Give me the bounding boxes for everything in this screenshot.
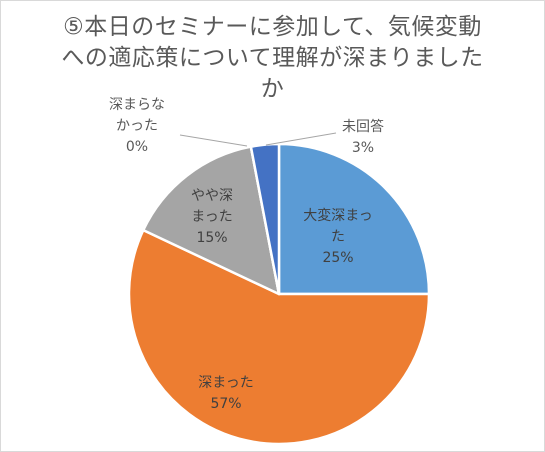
data-label-text: かった — [116, 118, 158, 134]
chart-title: ⑤本日のセミナーに参加して、気候変動への適応策について理解が深まりましたか — [61, 14, 484, 102]
leader-line-4 — [179, 134, 248, 147]
data-label-3: やや深まった 15% — [191, 188, 233, 246]
data-label-text: た — [331, 229, 345, 245]
data-label-percent: 3% — [352, 140, 374, 156]
data-label-text: まった — [191, 209, 232, 225]
pie-slice-3 — [142, 145, 281, 296]
data-label-text: 深まらな — [109, 97, 165, 113]
data-label-percent: 15% — [196, 230, 227, 246]
pie-slice-2 — [127, 228, 431, 446]
leader-line-5 — [265, 132, 337, 146]
pie-slice-5 — [249, 142, 281, 296]
data-label-percent: 57% — [210, 396, 241, 412]
data-label-4: 深まらなかった 0% — [109, 97, 165, 155]
data-label-1: 大変深まった 25% — [303, 207, 372, 266]
data-label-text: やや深 — [191, 188, 233, 204]
data-label-percent: 25% — [322, 250, 353, 266]
pie-slice-1 — [277, 142, 431, 296]
data-label-percent: 0% — [126, 139, 148, 155]
data-label-5: 未回答 3% — [342, 118, 384, 156]
data-label-text: 未回答 — [342, 118, 384, 135]
data-label-text: 大変深まっ — [303, 207, 372, 224]
data-label-2: 深まった 57% — [198, 375, 253, 412]
data-label-text: 深まった — [198, 375, 253, 391]
